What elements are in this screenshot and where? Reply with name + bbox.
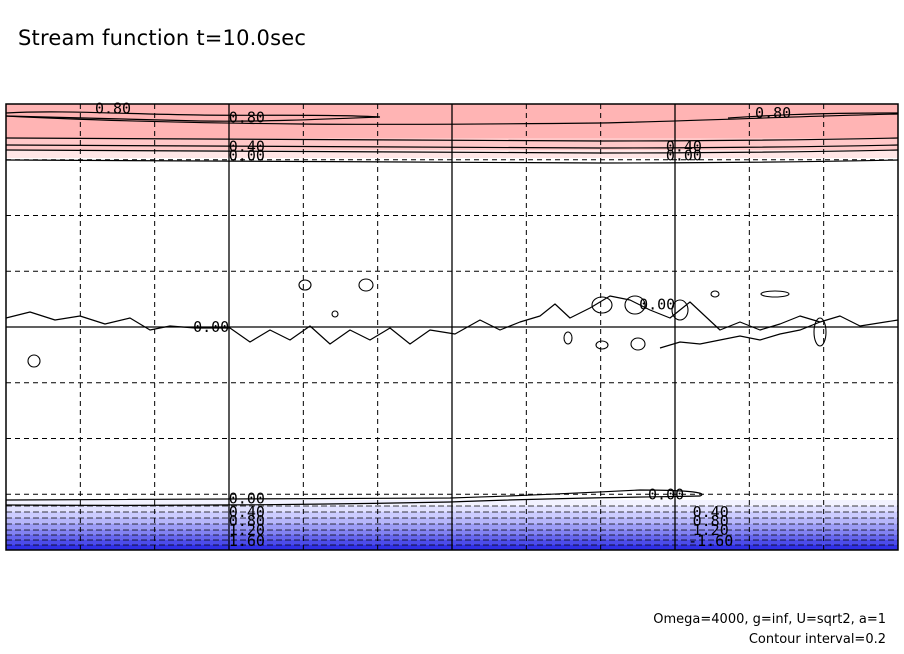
parameters-note: Omega=4000, g=inf, U=sqrt2, a=1 xyxy=(653,612,886,627)
contour-eddy xyxy=(331,310,339,318)
contour-eddy xyxy=(671,299,689,321)
contour-label: 0.40 xyxy=(666,137,702,155)
contour-label: 0.00 xyxy=(639,296,675,314)
contour-line-positive xyxy=(5,111,381,122)
contour-eddy xyxy=(710,290,720,298)
contour-eddy xyxy=(595,340,609,350)
contour-eddy xyxy=(624,295,646,315)
contour-eddy xyxy=(358,278,374,292)
contour-line-zero xyxy=(5,489,703,506)
contour-label: 1.60 xyxy=(229,532,265,550)
contour-line-positive xyxy=(727,112,899,119)
contour-label: 0.00 xyxy=(229,146,265,164)
contour-label: 0.00 xyxy=(648,485,684,503)
contour-eddy xyxy=(563,331,573,345)
chart-title: Stream function t=10.0sec xyxy=(18,26,307,50)
contour-label: 0.00 xyxy=(193,318,229,336)
contour-label: 1.20 xyxy=(693,521,729,539)
contour-label: 0.80 xyxy=(229,512,265,530)
contour-line-zero xyxy=(5,295,899,345)
contour-label: 0.80 xyxy=(229,108,265,126)
contour-label: 0.40 xyxy=(693,503,729,521)
contour-label: 0.80 xyxy=(755,104,791,122)
contour-label: 0.40 xyxy=(229,503,265,521)
contour-eddy xyxy=(591,296,613,314)
contour-label: 0.80 xyxy=(693,512,729,530)
contour-eddy xyxy=(27,354,41,368)
contour-eddy xyxy=(760,290,790,298)
contour-label: 0.00 xyxy=(666,146,702,164)
contour-label: -1.60 xyxy=(688,532,733,550)
contour-eddy xyxy=(298,279,312,291)
contour-label: 0.00 xyxy=(229,490,265,508)
contour-eddy xyxy=(813,317,827,347)
contour-label: 0.80 xyxy=(95,99,131,117)
plot-frame xyxy=(5,103,899,551)
contour-interval-note: Contour interval=0.2 xyxy=(748,632,886,647)
contour-eddy xyxy=(630,337,646,351)
contour-line-positive xyxy=(5,113,899,126)
contour-label: 1.20 xyxy=(229,521,265,539)
contour-line-zero xyxy=(659,321,821,349)
contour-label: 0.40 xyxy=(229,137,265,155)
